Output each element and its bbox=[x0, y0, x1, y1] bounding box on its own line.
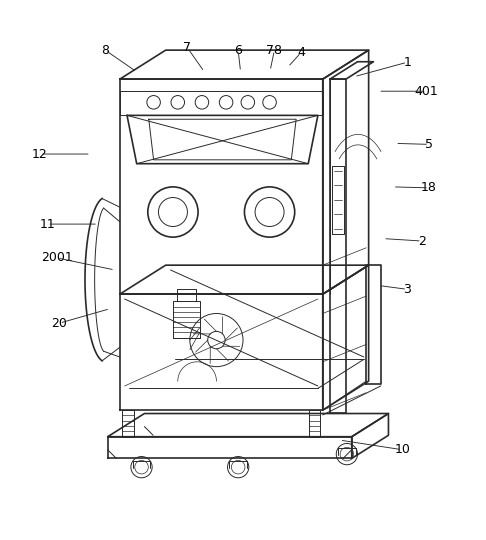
Text: 2: 2 bbox=[418, 234, 426, 247]
Text: 3: 3 bbox=[403, 283, 411, 296]
Text: 12: 12 bbox=[32, 147, 48, 160]
Text: 78: 78 bbox=[266, 44, 282, 57]
Text: 5: 5 bbox=[425, 138, 433, 151]
Text: 6: 6 bbox=[234, 44, 242, 57]
Text: 401: 401 bbox=[415, 85, 438, 98]
Text: 10: 10 bbox=[395, 443, 410, 456]
Text: 20: 20 bbox=[52, 316, 68, 329]
Text: 11: 11 bbox=[39, 218, 55, 231]
Text: 4: 4 bbox=[297, 46, 305, 59]
Text: 2001: 2001 bbox=[41, 252, 73, 265]
Text: 1: 1 bbox=[403, 56, 411, 69]
Text: 8: 8 bbox=[101, 44, 109, 57]
Text: 18: 18 bbox=[421, 181, 437, 194]
Text: 7: 7 bbox=[183, 41, 191, 54]
